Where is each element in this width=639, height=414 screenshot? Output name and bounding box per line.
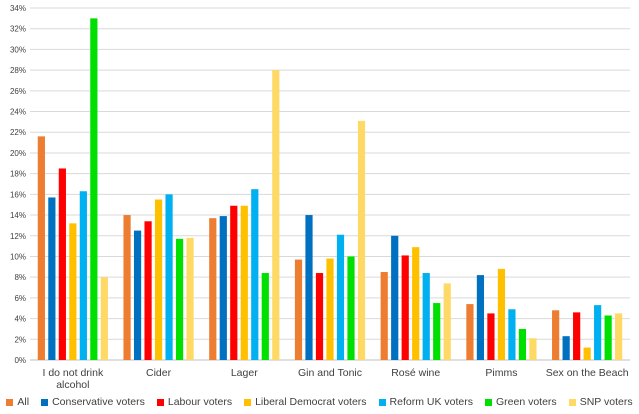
bar	[497, 268, 506, 360]
y-tick-label: 8%	[14, 273, 26, 282]
bar	[261, 273, 269, 360]
x-tick-label: I do not drink	[43, 367, 104, 379]
y-tick-label: 28%	[10, 66, 26, 75]
x-tick-label: Pimms	[485, 367, 517, 379]
x-tick-label: Gin and Tonic	[298, 367, 362, 379]
legend-label: Green voters	[495, 396, 557, 408]
legend: All Conservative voters Labour voters Liber…	[0, 396, 639, 408]
y-tick-label: 18%	[10, 170, 26, 179]
bar	[219, 216, 227, 360]
y-tick-label: 30%	[10, 45, 26, 54]
legend-item: Reform UK voters	[378, 396, 473, 408]
bar	[315, 273, 324, 360]
bar	[433, 303, 441, 360]
y-tick-label: 14%	[10, 211, 26, 220]
bar	[443, 283, 451, 360]
y-tick-label: 32%	[10, 25, 26, 34]
bar	[123, 215, 131, 360]
bar	[466, 304, 474, 360]
bar	[79, 191, 87, 360]
bar	[401, 255, 409, 360]
legend-swatch	[156, 398, 164, 406]
bar	[583, 347, 591, 360]
bar	[37, 136, 45, 360]
y-tick-label: 26%	[10, 87, 26, 96]
bar	[357, 120, 366, 360]
y-tick-label: 10%	[10, 252, 26, 261]
bar	[165, 194, 173, 360]
bar	[604, 315, 612, 360]
bar	[251, 189, 259, 360]
bar	[562, 336, 570, 360]
legend-item: Conservative voters	[41, 396, 145, 408]
legend-label: SNP voters	[579, 396, 633, 408]
legend-item: Green voters	[484, 396, 557, 408]
legend-swatch	[378, 398, 386, 406]
bar	[391, 235, 399, 360]
legend-label: Reform UK voters	[389, 396, 473, 408]
bar	[240, 205, 248, 360]
bar	[412, 247, 420, 360]
bar	[380, 272, 388, 360]
bar	[58, 168, 66, 360]
bar	[336, 234, 345, 360]
legend-item: All	[6, 396, 29, 408]
y-tick-label: 34%	[10, 4, 26, 13]
bar	[48, 197, 56, 360]
y-tick-label: 24%	[10, 108, 26, 117]
y-tick-label: 2%	[14, 335, 26, 344]
legend-swatch	[244, 398, 252, 406]
bar	[529, 338, 537, 360]
bar	[573, 312, 581, 360]
y-tick-label: 6%	[14, 294, 26, 303]
y-tick-label: 12%	[10, 232, 26, 241]
bar	[209, 218, 217, 360]
bar	[422, 273, 430, 360]
bar	[615, 313, 623, 360]
bar	[552, 310, 560, 360]
x-tick-label: Cider	[146, 367, 172, 379]
legend-label: Liberal Democrat voters	[255, 396, 367, 408]
legend-swatch	[6, 398, 14, 406]
legend-item: Labour voters	[156, 396, 233, 408]
legend-label: Conservative voters	[52, 396, 145, 408]
y-tick-label: 16%	[10, 190, 26, 199]
bar	[487, 313, 495, 360]
x-tick-label: alcohol	[56, 379, 89, 391]
x-tick-label: Lager	[231, 367, 258, 379]
bar	[175, 238, 184, 360]
legend-swatch	[41, 398, 49, 406]
bar	[305, 215, 313, 360]
bar	[69, 223, 77, 360]
bar	[90, 18, 98, 361]
x-tick-label: Rosé wine	[391, 367, 440, 379]
x-tick-label: Sex on the Beach	[546, 367, 629, 379]
y-tick-label: 22%	[10, 128, 26, 137]
bar	[186, 237, 194, 360]
bar	[326, 258, 334, 360]
legend-item: SNP voters	[568, 396, 633, 408]
bar	[294, 259, 303, 360]
legend-swatch	[484, 398, 492, 406]
bar	[154, 199, 163, 360]
bar-chart: 0% 2% 4% 6% 8% 10% 12% 14% 16% 18% 20% 22% 24% 26% 28%…	[10, 4, 630, 391]
y-tick-label: 4%	[14, 315, 26, 324]
bar	[518, 328, 527, 360]
bar	[133, 230, 142, 360]
legend-label: All	[17, 396, 30, 408]
legend-item: Liberal Democrat voters	[244, 396, 367, 408]
y-tick-label: 0%	[14, 356, 26, 365]
bar	[272, 70, 280, 360]
bar	[476, 275, 485, 360]
legend-swatch	[568, 398, 576, 406]
bar	[100, 277, 108, 360]
bar	[594, 305, 602, 360]
bar	[144, 221, 152, 360]
legend-label: Labour voters	[167, 396, 233, 408]
bar	[230, 205, 238, 360]
y-tick-label: 20%	[10, 149, 26, 158]
bar	[347, 256, 355, 360]
bar	[508, 309, 516, 360]
